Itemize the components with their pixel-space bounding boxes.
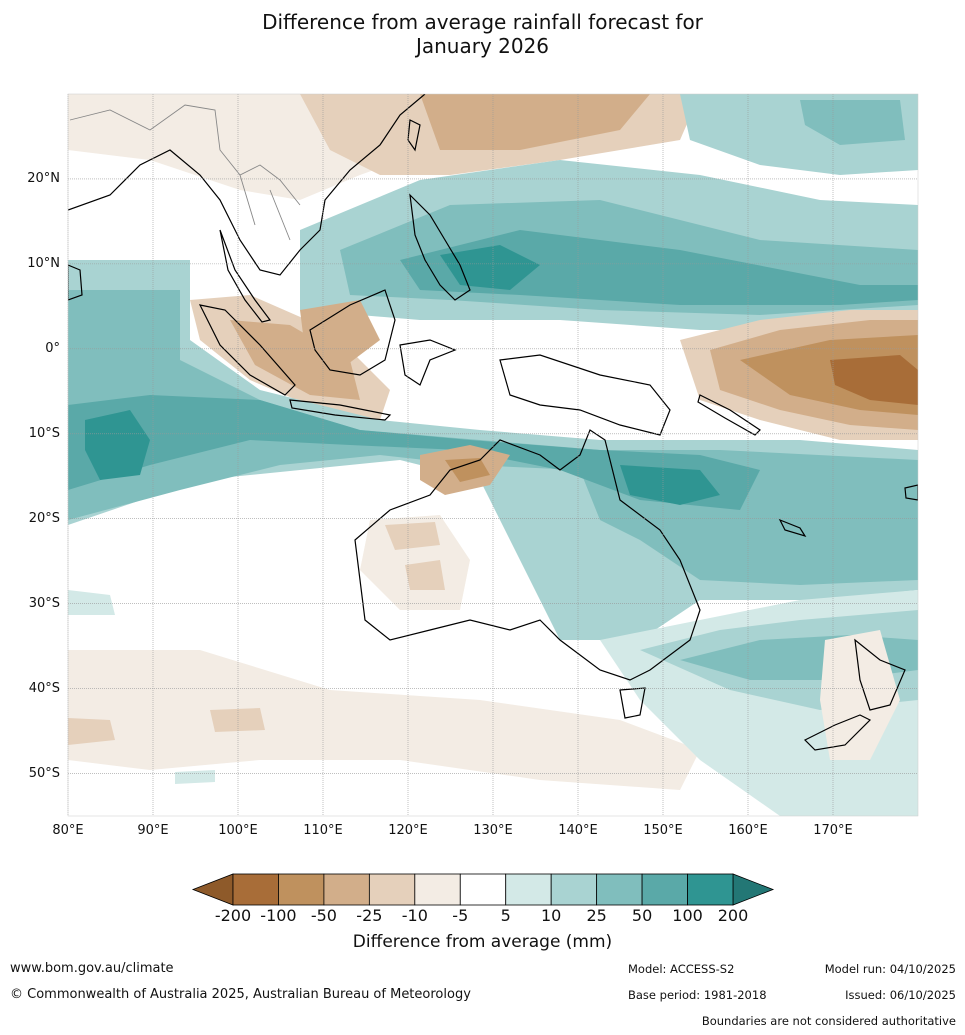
fiji-coastline [904, 484, 918, 501]
asia-mainland-coastline [68, 94, 426, 276]
colorbar-swatch [459, 873, 507, 906]
lat-label--20: 20°S [28, 510, 60, 526]
lon-label-130: 130°E [473, 823, 513, 838]
wet-core-indian-ocean [85, 410, 150, 480]
colorbar-swatch [550, 873, 598, 906]
dry-core-sumatra [230, 320, 360, 400]
colorbar-swatch [414, 873, 461, 906]
colorbar-tick: -200 [214, 906, 252, 925]
colorbar-swatch [596, 873, 643, 906]
wet-patch-west-edge [68, 590, 115, 615]
colorbar-tick: -100 [260, 906, 297, 925]
dry-band-southern-ocean [68, 650, 700, 790]
colorbar-tick: 5 [500, 906, 511, 925]
colorbar-tick: 100 [672, 906, 703, 925]
copyright-notice: © Commonwealth of Australia 2025, Austra… [10, 987, 471, 1002]
lat-label--10: 10°S [28, 425, 60, 441]
lon-label-100: 100°E [218, 823, 258, 838]
lat-label-0: 0° [45, 340, 60, 356]
lon-label-160: 160°E [728, 823, 768, 838]
sumatra-coastline [198, 304, 296, 396]
dry-patch-southern-ocean [68, 718, 115, 745]
boundary-disclaimer: Boundaries are not considered authoritat… [701, 1014, 956, 1028]
new-zealand-north-coastline [854, 638, 906, 711]
title-line-1: Difference from average rainfall forecas… [262, 10, 703, 34]
wet-band-indian-ocean-2 [68, 290, 918, 585]
colorbar-swatch [505, 873, 552, 906]
colorbar-tick: -10 [401, 906, 428, 925]
title-line-2: January 2026 [415, 34, 550, 58]
dry-core-western-australia-2 [405, 560, 445, 590]
colorbar-tick: -5 [452, 906, 469, 925]
wet-band-indian-ocean-3 [68, 395, 760, 510]
borneo-coastline [309, 289, 396, 376]
website-link[interactable]: www.bom.gov.au/climate [10, 961, 174, 976]
taiwan-coastline [407, 119, 421, 152]
lat-label--40: 40°S [28, 680, 60, 696]
colorbar-swatch [687, 873, 734, 906]
lat-label--50: 50°S [28, 765, 60, 781]
solomon-islands-coastline [697, 394, 761, 436]
map-gridlines [67, 94, 918, 816]
dry-core-china [420, 94, 650, 150]
mainland-asia-borders [69, 104, 301, 241]
lon-label-170: 170°E [813, 823, 853, 838]
model-run-date: Model run: 04/10/2025 [824, 962, 956, 976]
colorbar-label: Difference from average (mm) [352, 932, 613, 952]
new-caledonia-coastline [778, 518, 807, 538]
australia-coastline [354, 429, 701, 681]
dry-core-pacific [830, 355, 918, 405]
sulawesi-coastline [399, 339, 457, 386]
colorbar-swatch [368, 873, 416, 906]
colorbar-swatch [232, 873, 279, 906]
dry-region-new-zealand [820, 630, 900, 760]
chart-title: Difference from average rainfall forecas… [0, 10, 965, 58]
colorbar [191, 873, 775, 906]
colorbar-tick: 50 [631, 906, 653, 925]
dry-region-borneo [300, 300, 380, 370]
lat-label--30: 30°S [28, 595, 60, 611]
colorbar-tick: 200 [717, 906, 749, 925]
new-zealand-south-coastline [803, 714, 872, 751]
lat-label-10: 10°N [27, 255, 60, 271]
colorbar-swatch [641, 873, 688, 906]
lon-label-90: 90°E [137, 823, 169, 838]
colorbar-swatch [278, 873, 325, 906]
colorbar-tick: 25 [586, 906, 607, 925]
colorbar-tick: 10 [540, 906, 562, 925]
colorbar-tick: -25 [356, 906, 383, 925]
lon-label-80: 80°E [52, 823, 84, 838]
new-guinea-coastline [499, 354, 671, 436]
dry-core-western-australia [385, 522, 440, 550]
malay-peninsula-coastline [219, 229, 272, 323]
lon-label-140: 140°E [558, 823, 598, 838]
wet-core-northeast [800, 100, 905, 145]
issued-date: Issued: 06/10/2025 [845, 988, 956, 1002]
wet-core-coral-sea [620, 465, 720, 505]
wet-patch-southern-indian [175, 770, 215, 784]
colorbar-under-arrow [191, 873, 234, 906]
lon-label-120: 120°E [388, 823, 428, 838]
philippines-coastline [409, 193, 471, 301]
lon-label-110: 110°E [303, 823, 343, 838]
map-frame [67, 93, 919, 817]
lat-label-20: 20°N [27, 170, 60, 186]
base-period: Base period: 1981-2018 [628, 988, 767, 1002]
rainfall-anomaly-field [68, 94, 918, 816]
model-name: Model: ACCESS-S2 [628, 962, 735, 976]
dry-patch-southern-ocean-2 [210, 708, 265, 732]
java-coastline [289, 399, 392, 421]
lon-label-150: 150°E [643, 823, 683, 838]
wet-band-north-3 [400, 230, 918, 305]
colorbar-over-arrow [732, 873, 775, 906]
colorbar-swatch [323, 873, 370, 906]
sri-lanka-coastline [68, 264, 83, 301]
dry-core-north-australia [445, 458, 490, 482]
colorbar-tick: -50 [310, 906, 337, 925]
